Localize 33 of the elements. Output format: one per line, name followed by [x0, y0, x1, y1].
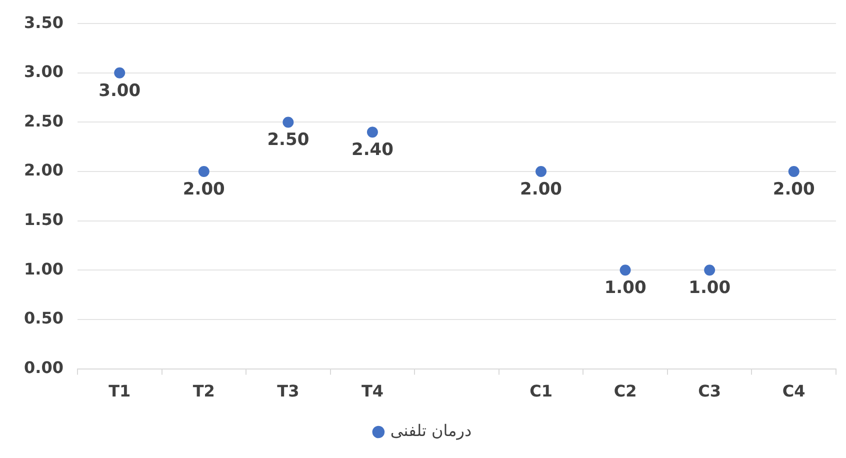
x-tick-label: T2: [192, 382, 215, 401]
point: [114, 67, 126, 78]
x-tick-label: C1: [530, 382, 552, 401]
x-tick-label: C3: [698, 382, 722, 401]
y-tick-label: 1.00: [24, 259, 64, 278]
y-tick-label: 3.00: [24, 62, 64, 82]
legend-label: درمان تلفنی: [390, 421, 472, 440]
data-label: 3.00: [98, 80, 141, 101]
data-label: 2.00: [520, 179, 562, 200]
y-tick-label: 2.50: [24, 111, 64, 130]
y-tick-label: 3.50: [24, 12, 64, 32]
data-label: 2.40: [351, 140, 394, 160]
y-tick-label: 0.00: [24, 358, 64, 377]
x-tick-label: T4: [361, 382, 384, 401]
x-tick-label: C2: [614, 382, 637, 401]
x-tick-label: T3: [277, 382, 300, 401]
point: [704, 264, 716, 276]
data-label: 2.00: [772, 179, 815, 200]
point: [366, 126, 378, 138]
data-label: 2.00: [182, 179, 226, 200]
data-label: 2.50: [267, 130, 310, 150]
data-label: 1.00: [604, 278, 646, 298]
point: [620, 264, 631, 276]
point: [788, 166, 800, 178]
point: [198, 166, 210, 178]
point: [536, 166, 547, 178]
data-label: 1.00: [688, 278, 731, 298]
y-tick-label: 2.00: [24, 160, 64, 180]
y-tick-label: 1.50: [24, 210, 64, 230]
y-tick-label: 0.50: [24, 308, 64, 328]
x-tick-label: T1: [108, 382, 131, 401]
x-tick-label: C4: [782, 382, 806, 401]
point: [282, 116, 294, 128]
